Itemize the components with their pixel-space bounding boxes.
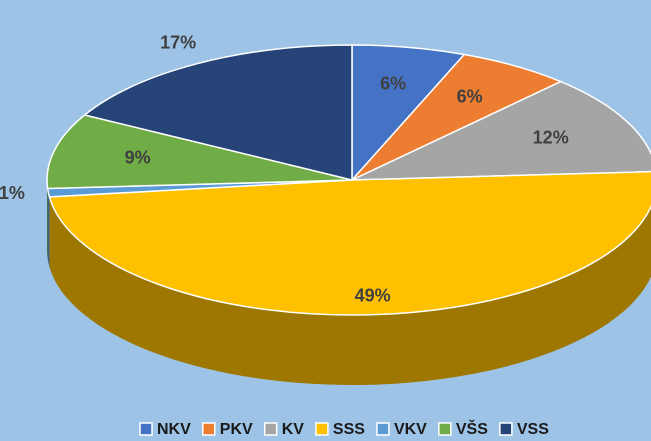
legend-swatch xyxy=(263,422,278,436)
data-label: 9% xyxy=(125,148,151,168)
data-label: 17% xyxy=(160,33,196,53)
legend-label: PKV xyxy=(220,421,253,438)
data-label: 1% xyxy=(0,183,25,203)
slice xyxy=(48,170,651,316)
legend-swatch xyxy=(438,422,452,436)
legend-label: VKV xyxy=(394,421,427,438)
slice xyxy=(351,80,651,181)
data-label: 6% xyxy=(380,73,406,93)
slice-side xyxy=(49,196,651,385)
legend-label: NKV xyxy=(157,421,191,438)
legend-swatch xyxy=(376,422,390,436)
slice xyxy=(46,114,353,190)
legend-swatch xyxy=(499,422,513,436)
slice-side xyxy=(47,188,50,267)
legend-label: VŠS xyxy=(456,419,488,438)
slice xyxy=(83,44,353,181)
data-label: 12% xyxy=(533,127,569,147)
slice-side xyxy=(47,180,48,259)
legend-swatch xyxy=(139,422,153,436)
data-label: 6% xyxy=(457,87,483,107)
legend-label: SSS xyxy=(333,421,365,438)
legend-swatch xyxy=(315,422,329,436)
legend-swatch xyxy=(202,422,216,436)
legend-label: KV xyxy=(282,421,305,438)
data-label: 49% xyxy=(355,286,391,306)
legend-label: VSS xyxy=(517,421,549,438)
